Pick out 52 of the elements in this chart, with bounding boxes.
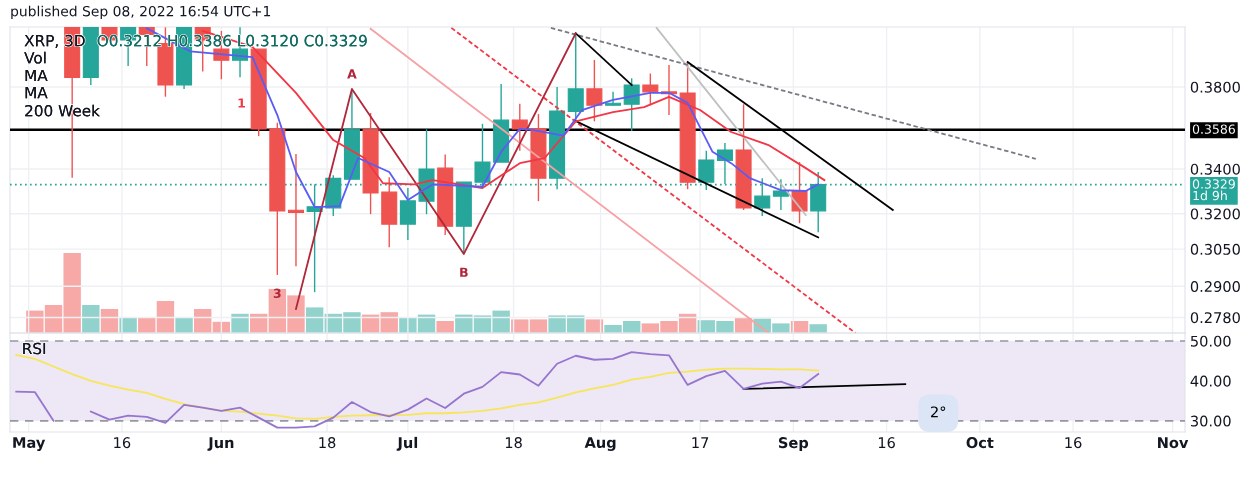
annotation: MA <box>25 69 48 82</box>
bar <box>138 317 156 333</box>
annotation: MA <box>25 87 48 99</box>
bar <box>305 307 324 333</box>
bar <box>175 317 193 333</box>
candlestick <box>287 153 304 267</box>
x-tick-label: 16 <box>878 437 895 449</box>
bar <box>231 313 249 333</box>
x-tick-label: Nov <box>1158 437 1189 449</box>
x-tick-label: Jun <box>207 437 234 451</box>
x-tick-label: 18 <box>319 437 336 449</box>
y-tick-label: 40.00 <box>1190 375 1231 387</box>
candlestick <box>511 103 528 152</box>
x-tick-label: Oct <box>966 437 994 449</box>
x-tick-label: 17 <box>692 437 709 448</box>
x-tick-label: May <box>13 437 46 451</box>
y-tick-label: 0.3050 <box>1190 243 1240 255</box>
y-tick-label: 0.3200 <box>1190 208 1240 220</box>
x-tick-label: Jul <box>396 436 418 451</box>
annotation: 3 <box>273 288 281 299</box>
candlestick <box>605 91 622 106</box>
text: RSI <box>23 342 46 355</box>
y-tick-label: 30.00 <box>1190 415 1231 427</box>
y-tick-label: 0.2780 <box>1190 312 1240 324</box>
candlestick <box>586 59 603 123</box>
y-tick-label: 50.00 <box>1190 335 1231 347</box>
line-series <box>15 354 820 420</box>
x-tick-label: 18 <box>505 437 522 449</box>
candlestick <box>399 187 416 241</box>
bar <box>82 305 100 333</box>
annotation: A <box>347 69 357 79</box>
y-tick-label: 0.3800 <box>1190 81 1240 93</box>
candlestick <box>642 72 659 106</box>
candlestick <box>772 178 789 211</box>
ref-line-label: 0.3586 <box>1192 124 1235 134</box>
x-tick-label: 16 <box>1065 437 1082 449</box>
bar <box>529 319 548 333</box>
annotation: Vol <box>24 51 46 64</box>
x-tick-label: 16 <box>114 437 131 449</box>
bar <box>156 301 175 333</box>
text: published Sep 08, 2022 16:54 UTC+1 <box>11 5 271 20</box>
ref-line-label: 0.3329 1d 9h <box>1192 179 1235 201</box>
annotation: B <box>460 267 468 277</box>
y-tick-label: 0.2900 <box>1190 281 1240 293</box>
bar <box>436 321 454 333</box>
annotation: 1 <box>238 98 245 108</box>
annotation: 2° <box>931 406 946 418</box>
x-tick-label: Sep <box>778 437 809 451</box>
candlestick <box>623 77 640 132</box>
x-tick-label: Aug <box>584 437 616 451</box>
y-tick-label: 0.3400 <box>1190 163 1240 175</box>
bar <box>809 324 827 333</box>
